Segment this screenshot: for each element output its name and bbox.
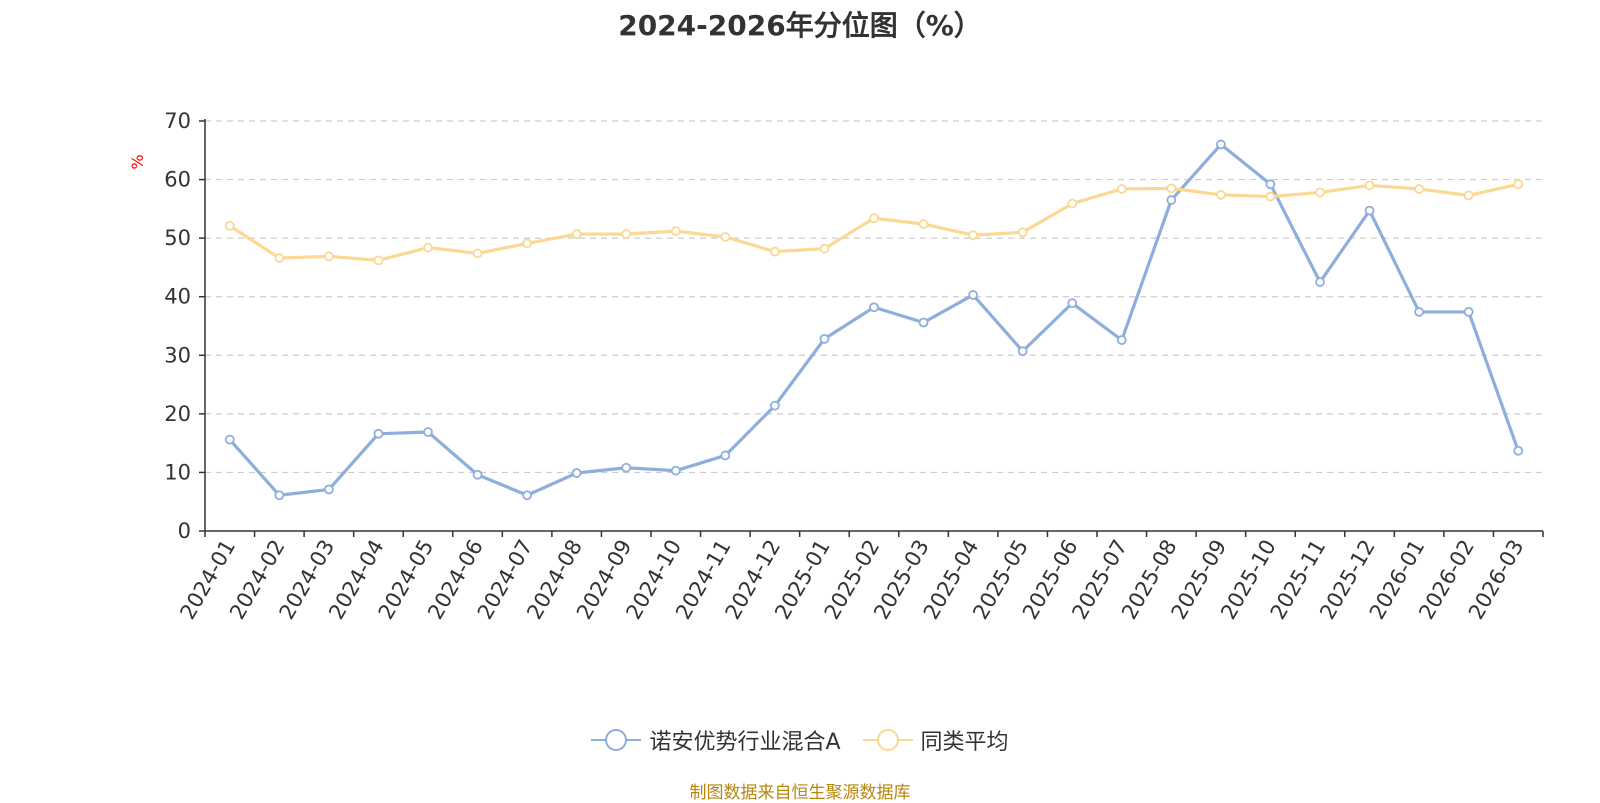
- legend-marker-circle: [605, 729, 628, 751]
- data-point: [1463, 190, 1474, 201]
- y-tick-label: 0: [178, 519, 191, 543]
- data-point: [1215, 189, 1226, 200]
- data-point: [720, 232, 731, 242]
- data-point: [1067, 198, 1078, 209]
- data-point: [1463, 307, 1474, 317]
- data-point: [1166, 195, 1177, 205]
- data-point: [423, 427, 433, 437]
- data-point: [621, 462, 632, 473]
- legend-label: 同类平均: [920, 730, 1009, 755]
- chart-title: 2024-2026年分位图（%）: [618, 9, 982, 42]
- data-point: [769, 246, 780, 257]
- data-point: [1116, 335, 1127, 345]
- source-note: 制图数据来自恒生聚源数据库: [689, 783, 911, 803]
- axes: 0102030405060702024-012024-022024-032024…: [164, 109, 1544, 623]
- data-point: [571, 229, 582, 239]
- legend-item[interactable]: 诺安优势行业混合A: [591, 724, 841, 756]
- data-point: [819, 243, 830, 254]
- data-point: [670, 226, 681, 237]
- grid-lines: [205, 120, 1543, 474]
- data-point: [720, 450, 731, 461]
- series-1: [224, 139, 1524, 501]
- data-point: [1017, 346, 1028, 357]
- data-point: [869, 302, 879, 313]
- data-point: [522, 490, 533, 501]
- legend: 诺安优势行业混合A 同类平均: [0, 724, 1600, 756]
- data-point: [1315, 187, 1325, 198]
- y-tick-label: 20: [164, 402, 191, 426]
- data-point: [472, 469, 483, 480]
- data-point: [373, 255, 384, 266]
- data-point: [224, 434, 235, 445]
- data-point: [373, 428, 384, 439]
- data-point: [1116, 184, 1127, 194]
- data-point: [1364, 205, 1375, 216]
- series-line: [228, 142, 1520, 497]
- data-point: [918, 317, 929, 328]
- data-point: [769, 400, 780, 411]
- data-point: [1513, 445, 1524, 456]
- data-point: [1215, 139, 1226, 150]
- legend-label: 诺安优势行业混合A: [649, 730, 841, 755]
- data-point: [621, 229, 632, 239]
- data-point: [1414, 184, 1425, 194]
- data-point: [869, 213, 879, 224]
- data-point: [224, 220, 235, 231]
- data-point: [323, 251, 334, 262]
- y-tick-label: 40: [164, 285, 191, 309]
- data-point: [968, 290, 979, 300]
- y-tick-label: 70: [164, 109, 191, 133]
- series-lines: [224, 139, 1524, 501]
- series-2: [224, 179, 1524, 266]
- data-point: [918, 219, 929, 229]
- data-point: [571, 468, 582, 478]
- data-point: [1513, 179, 1524, 190]
- data-point: [670, 465, 681, 476]
- y-tick-label: 30: [164, 343, 191, 367]
- data-point: [423, 242, 433, 253]
- y-tick-label: 50: [164, 226, 191, 250]
- data-point: [819, 333, 830, 344]
- y-tick-label: 60: [164, 168, 191, 192]
- data-point: [522, 238, 533, 249]
- y-tick-label: 10: [164, 460, 191, 484]
- legend-marker-icon: [862, 729, 913, 751]
- data-point: [1364, 180, 1375, 191]
- data-point: [1166, 183, 1177, 194]
- data-point: [1414, 307, 1425, 317]
- data-point: [274, 490, 285, 501]
- y-axis-label: %: [128, 154, 147, 169]
- data-point: [1315, 277, 1325, 287]
- legend-marker-circle: [876, 729, 899, 751]
- legend-item[interactable]: 同类平均: [862, 724, 1009, 756]
- data-point: [274, 253, 285, 263]
- legend-marker-icon: [591, 729, 642, 751]
- data-point: [323, 484, 334, 495]
- data-point: [472, 248, 483, 259]
- data-point: [968, 230, 979, 241]
- data-point: [1265, 179, 1276, 190]
- data-point: [1017, 227, 1028, 238]
- data-point: [1067, 298, 1078, 309]
- data-point: [1265, 191, 1276, 202]
